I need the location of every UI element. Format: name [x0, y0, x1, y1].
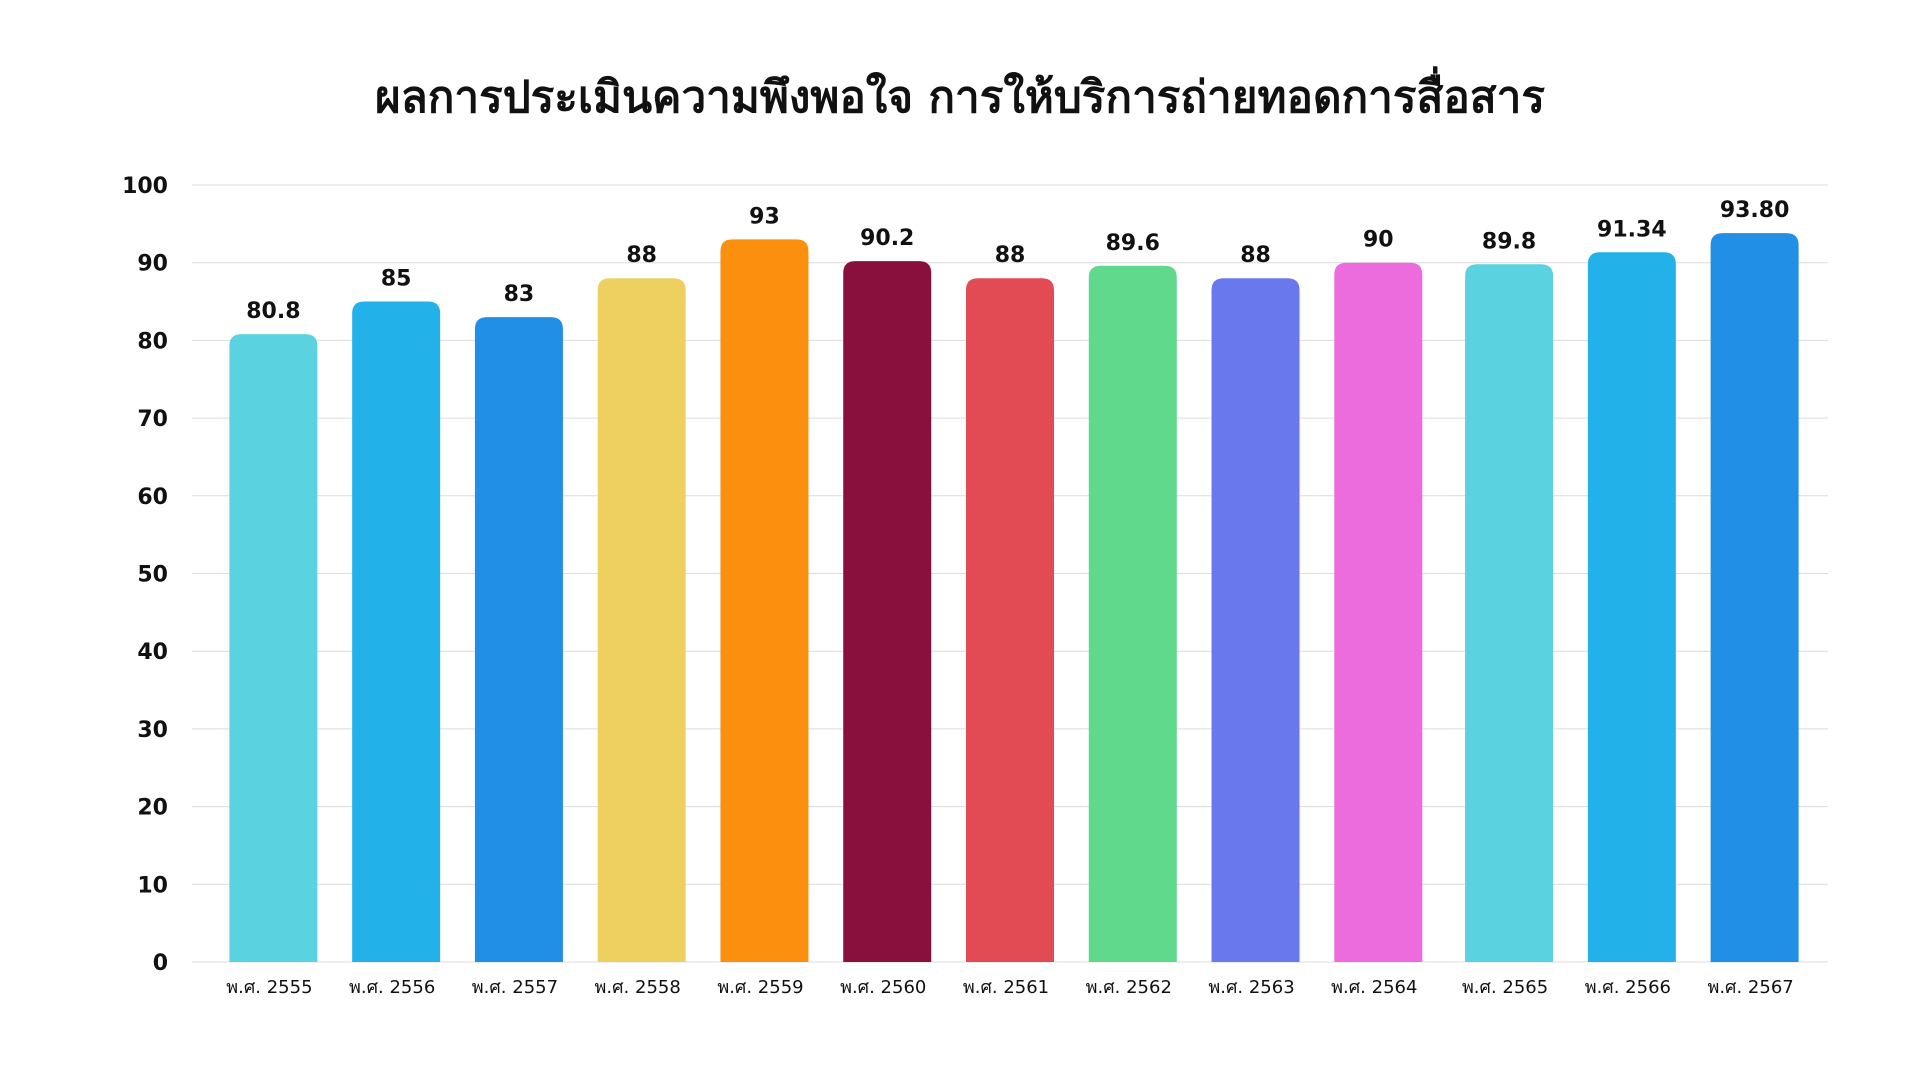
bar: [229, 334, 318, 963]
x-tick-label: พ.ศ. 2567: [1707, 977, 1793, 998]
bar: [1710, 233, 1799, 962]
y-tick-label: 70: [137, 407, 168, 432]
x-tick-label: พ.ศ. 2555: [226, 977, 312, 998]
bars: [229, 233, 1799, 963]
data-label: 93: [749, 204, 780, 229]
chart-title: ผลการประเมินความพึงพอใจ การให้บริการถ่าย…: [375, 72, 1545, 123]
bar: [1088, 265, 1177, 963]
y-tick-label: 20: [137, 796, 168, 821]
x-tick-label: พ.ศ. 2559: [717, 977, 803, 998]
data-label: 88: [995, 243, 1026, 268]
bar: [1465, 264, 1554, 962]
y-tick-label: 0: [153, 951, 168, 976]
y-tick-label: 10: [137, 873, 168, 898]
x-tick-label: พ.ศ. 2565: [1462, 977, 1548, 998]
y-tick-label: 100: [122, 174, 168, 199]
data-label: 91.34: [1597, 217, 1667, 242]
y-tick-label: 50: [137, 563, 168, 588]
data-label: 89.8: [1482, 229, 1536, 254]
data-label: 89.6: [1106, 231, 1160, 256]
x-tick-label: พ.ศ. 2564: [1331, 977, 1417, 998]
x-tick-label: พ.ศ. 2562: [1086, 977, 1172, 998]
x-tick-label: พ.ศ. 2558: [595, 977, 681, 998]
y-tick-label: 90: [137, 252, 168, 277]
bar: [474, 317, 563, 963]
data-label: 85: [381, 267, 412, 292]
data-labels: 80.8 85 83 88 93 90.2 88 89.6 88 90 89.8 91.34 93.80: [246, 198, 1789, 324]
x-tick-label: พ.ศ. 2561: [963, 977, 1049, 998]
bar: [1334, 262, 1423, 962]
data-label: 90.2: [860, 226, 914, 251]
data-label: 80.8: [246, 299, 300, 324]
bar: [597, 278, 686, 962]
data-label: 88: [1240, 243, 1271, 268]
x-tick-label: พ.ศ. 2563: [1208, 977, 1294, 998]
y-tick-label: 30: [137, 718, 168, 743]
y-tick-label: 60: [137, 485, 168, 510]
bar: [720, 239, 809, 962]
data-label: 88: [626, 243, 657, 268]
data-label: 83: [504, 282, 535, 307]
x-tick-label: พ.ศ. 2560: [840, 977, 926, 998]
bar: [1587, 252, 1676, 962]
x-tick-label: พ.ศ. 2556: [349, 977, 435, 998]
x-axis-ticks: พ.ศ. 2555 พ.ศ. 2556 พ.ศ. 2557 พ.ศ. 2558 พ.ศ.…: [226, 977, 1793, 998]
data-label: 93.80: [1720, 198, 1790, 223]
bar: [352, 301, 441, 962]
y-tick-label: 80: [137, 329, 168, 354]
x-tick-label: พ.ศ. 2557: [472, 977, 558, 998]
data-label: 90: [1363, 228, 1394, 253]
bar: [843, 261, 932, 962]
x-tick-label: พ.ศ. 2566: [1585, 977, 1671, 998]
bar: [966, 278, 1054, 962]
y-tick-label: 40: [137, 640, 168, 665]
y-axis-ticks: 0 10 20 30 40 50 60 70 80 90 100: [122, 174, 168, 976]
bar: [1211, 278, 1300, 962]
